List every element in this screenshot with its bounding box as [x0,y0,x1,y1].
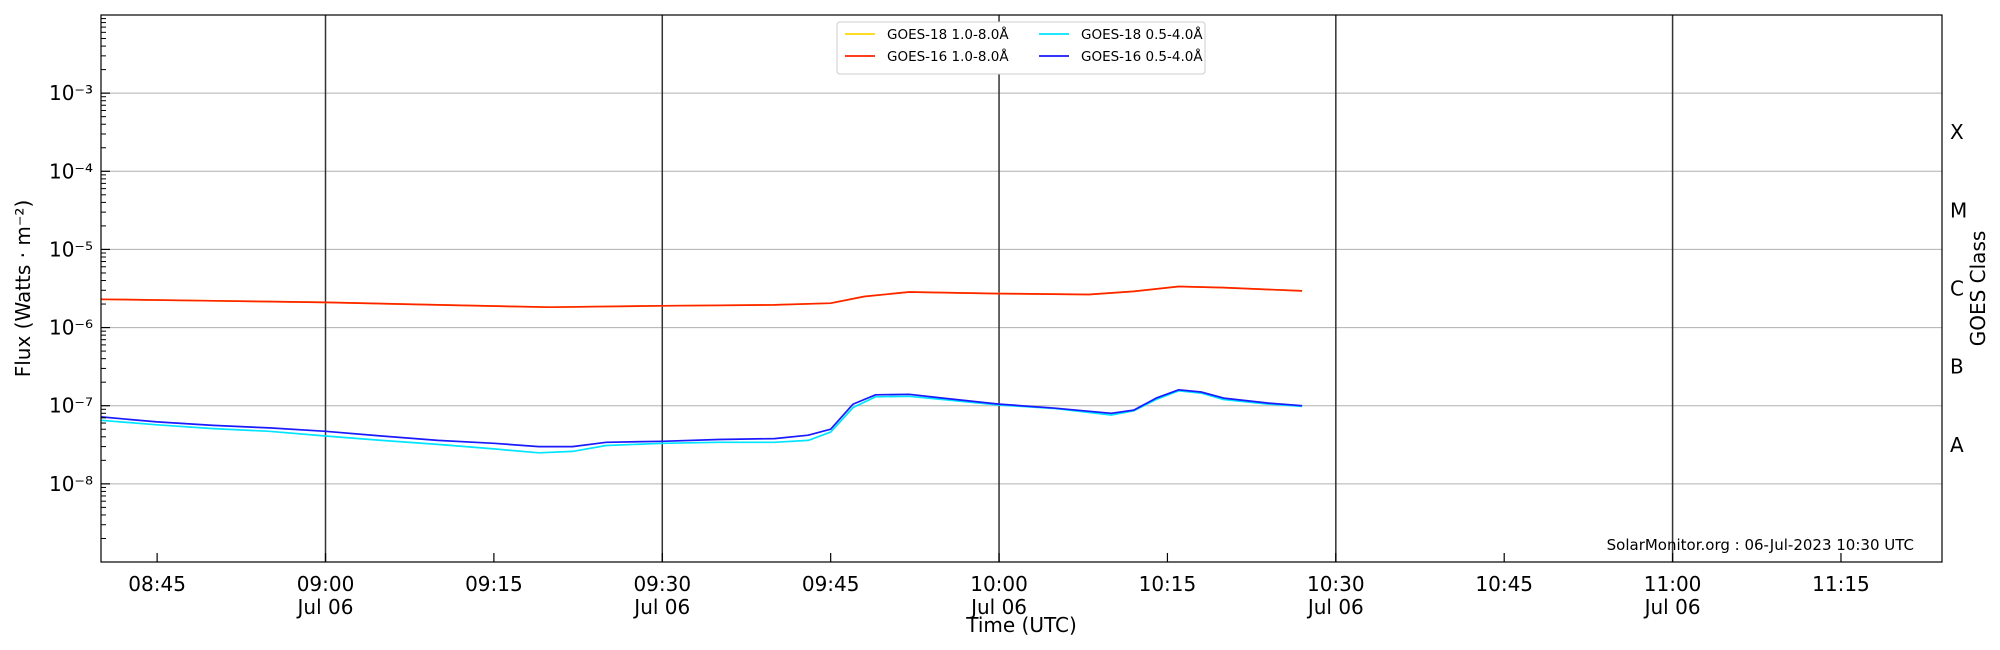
legend-item: GOES-16 1.0-8.0Å [845,48,1009,65]
goes-class-label: C [1950,277,1964,301]
plot-frame [100,14,1943,563]
series-line-2 [100,389,1303,454]
goes-class-label: M [1950,198,1967,222]
x-tick-label: 10:30 [1307,572,1365,596]
series-line-0 [100,285,1303,309]
legend-label: GOES-16 0.5-4.0Å [1081,48,1203,65]
x-tick-label: 10:45 [1475,572,1533,596]
x-tick-label: 08:45 [128,572,186,596]
legend-box [836,21,1206,75]
legend-label: GOES-18 1.0-8.0Å [887,26,1009,43]
goes-class-label: A [1950,433,1964,457]
goes-class-labels: X M C B A [1950,120,1967,457]
x-tick-label: 10:15 [1139,572,1197,596]
right-axis-label: GOES Class [1966,231,1990,347]
goes-class-label: B [1950,355,1964,379]
legend-label: GOES-16 1.0-8.0Å [887,48,1009,65]
series-lines [100,285,1303,454]
x-tick-label: 09:00 [297,572,355,596]
legend-label: GOES-18 0.5-4.0Å [1081,26,1203,43]
x-tick-label: 11:00 [1644,572,1702,596]
y-tick-label: 10⁻⁸ [49,472,93,496]
day-marker-lines [324,15,1674,562]
x-tick-label: 09:30 [633,572,691,596]
x-tick-label: 09:45 [802,572,860,596]
y-axis-label: Flux (Watts · m⁻²) [11,200,35,378]
x-tick-label: 11:15 [1812,572,1870,596]
legend-item: GOES-18 1.0-8.0Å [845,26,1009,43]
y-tick-label: 10⁻³ [49,81,93,105]
y-tick-label: 10⁻⁷ [49,394,93,418]
source-annotation: SolarMonitor.org : 06-Jul-2023 10:30 UTC [1607,536,1914,554]
x-tick-label: 09:15 [465,572,523,596]
legend-item: GOES-16 0.5-4.0Å [1039,48,1203,65]
legend-item: GOES-18 0.5-4.0Å [1039,26,1203,43]
axis-ticks [101,18,1842,562]
y-tick-label: 10⁻⁶ [49,316,93,340]
x-axis-label: Time (UTC) [965,613,1077,637]
legend: GOES-18 1.0-8.0Å GOES-16 1.0-8.0Å GOES-18 … [836,21,1206,75]
grid-lines [101,92,1942,485]
series-line-1 [100,285,1303,309]
x-tick-date-label: Jul 06 [632,595,690,619]
goes-class-label: X [1950,120,1964,144]
x-tick-date-label: Jul 06 [1306,595,1364,619]
y-tick-label: 10⁻⁵ [49,237,93,261]
x-tick-date-label: Jul 06 [969,595,1027,619]
series-line-3 [100,388,1303,448]
y-tick-label: 10⁻⁴ [49,159,93,183]
x-tick-date-label: Jul 06 [296,595,354,619]
x-tick-label: 10:00 [970,572,1028,596]
x-tick-date-label: Jul 06 [1643,595,1701,619]
